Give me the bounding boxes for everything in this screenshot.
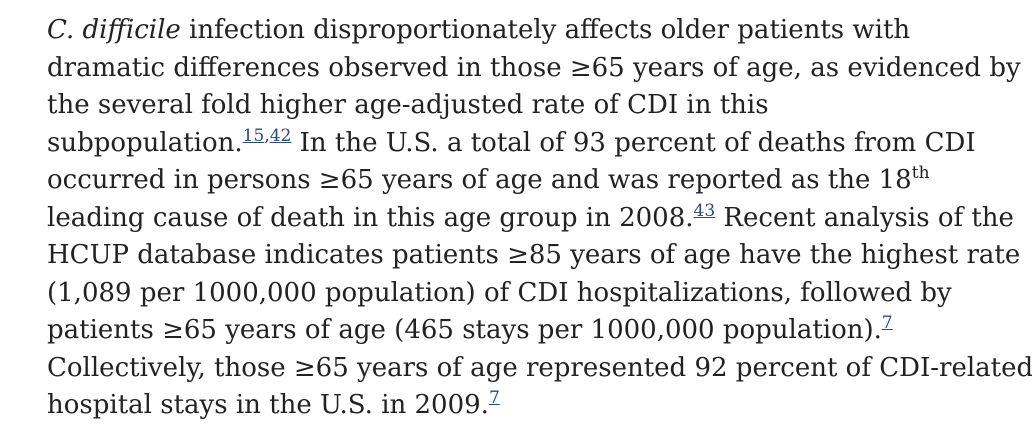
- species-name: C. difficile: [47, 15, 181, 45]
- line-text: patients ≥65 years of age (465 stays per…: [47, 315, 882, 345]
- text-line-5: occurred in persons ≥65 years of age and…: [47, 162, 1022, 200]
- citation-link-43[interactable]: 43: [693, 200, 716, 221]
- line-text: infection disproportionately affects old…: [180, 15, 911, 45]
- line-text: HCUP database indicates patients ≥85 yea…: [47, 240, 1021, 270]
- text-line-8: (1,089 per 1000,000 population) of CDI h…: [47, 275, 1022, 313]
- text-line-1: C. difficile infection disproportionatel…: [47, 12, 1022, 50]
- citation-link-15[interactable]: 15: [242, 125, 265, 146]
- text-line-9: patients ≥65 years of age (465 stays per…: [47, 312, 1022, 350]
- citation-separator: ,: [264, 125, 270, 146]
- citation-link-7[interactable]: 7: [488, 388, 500, 408]
- citation-link-7[interactable]: 7: [881, 313, 893, 333]
- citation-link-42[interactable]: 42: [269, 125, 292, 146]
- text-line-3: the several fold higher age-adjusted rat…: [47, 87, 1022, 125]
- text-line-10: Collectively, those ≥65 years of age rep…: [47, 350, 1032, 388]
- text-line-11: hospital stays in the U.S. in 2009.7: [47, 387, 1022, 425]
- text-line-6: leading cause of death in this age group…: [47, 200, 1022, 238]
- line-text: the several fold higher age-adjusted rat…: [47, 90, 769, 120]
- line-text: leading cause of death in this age group…: [47, 202, 694, 233]
- line-text: (1,089 per 1000,000 population) of CDI h…: [47, 277, 952, 308]
- line-text: hospital stays in the U.S. in 2009.: [47, 390, 489, 420]
- line-text: Recent analysis of the: [715, 202, 1014, 233]
- text-line-7: HCUP database indicates patients ≥85 yea…: [47, 237, 1022, 275]
- text-line-4: subpopulation.15,42 In the U.S. a total …: [47, 125, 1022, 163]
- article-paragraph: C. difficile infection disproportionatel…: [47, 12, 1032, 425]
- ordinal-superscript: th: [911, 163, 930, 183]
- text-line-2: dramatic differences observed in those ≥…: [47, 50, 1022, 88]
- line-text: dramatic differences observed in those ≥…: [47, 52, 1021, 83]
- line-text: subpopulation.: [47, 127, 243, 158]
- line-text: occurred in persons ≥65 years of age and…: [47, 165, 912, 195]
- line-text: In the U.S. a total of 93 percent of dea…: [291, 127, 976, 158]
- line-text: Collectively, those ≥65 years of age rep…: [47, 352, 1032, 383]
